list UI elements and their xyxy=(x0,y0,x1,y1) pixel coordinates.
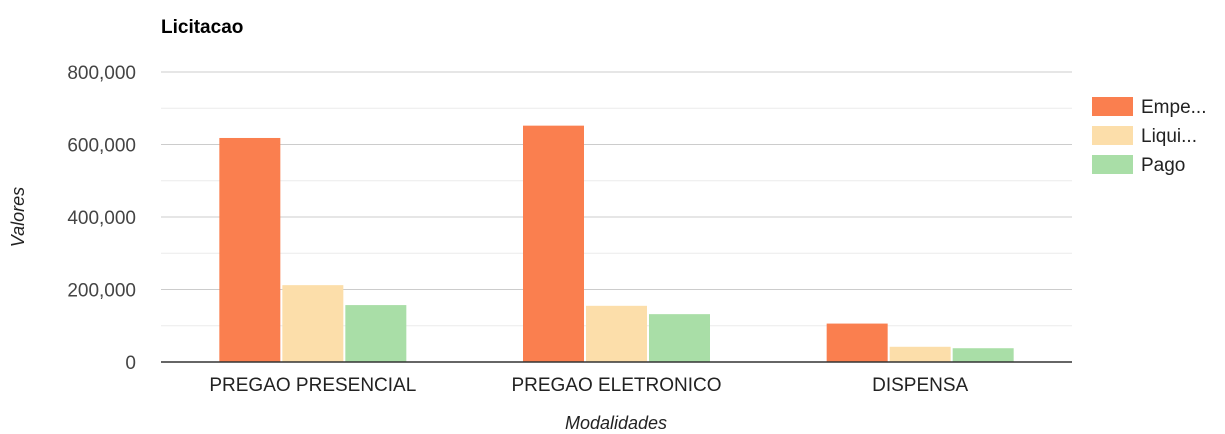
x-category-label: PREGAO ELETRONICO xyxy=(511,375,721,396)
bar xyxy=(523,125,584,363)
legend-swatch xyxy=(1092,126,1133,145)
y-tick-label: 0 xyxy=(125,353,136,374)
legend-swatch xyxy=(1092,97,1133,116)
x-axis-title: Modalidades xyxy=(565,413,667,433)
legend-label: Pago xyxy=(1141,155,1185,176)
bar xyxy=(586,305,647,362)
y-tick-label: 200,000 xyxy=(67,281,136,302)
bar xyxy=(219,137,281,362)
bar xyxy=(952,348,1014,362)
y-tick-label: 400,000 xyxy=(67,208,136,229)
y-tick-label: 800,000 xyxy=(67,63,136,84)
bar xyxy=(345,305,407,362)
y-tick-label: 600,000 xyxy=(67,136,136,157)
bar xyxy=(826,323,888,362)
bar xyxy=(282,285,344,362)
legend-swatch xyxy=(1092,155,1133,174)
x-category-labels: PREGAO PRESENCIAL PREGAO ELETRONICO DISPEN… xyxy=(209,375,968,396)
bar xyxy=(649,314,710,362)
y-tick-labels: 0 200,000 400,000 600,000 800,000 xyxy=(67,63,136,374)
chart-title: Licitacao xyxy=(161,17,243,38)
legend-label: Liqui... xyxy=(1141,126,1197,147)
x-category-label: DISPENSA xyxy=(872,375,968,396)
y-axis-title: Valores xyxy=(8,187,28,247)
x-category-label: PREGAO PRESENCIAL xyxy=(209,375,416,396)
legend-label: Empe... xyxy=(1141,97,1206,118)
bars xyxy=(219,125,1014,363)
bar xyxy=(889,346,951,362)
legend: Empe... Liqui... Pago xyxy=(1092,97,1206,176)
